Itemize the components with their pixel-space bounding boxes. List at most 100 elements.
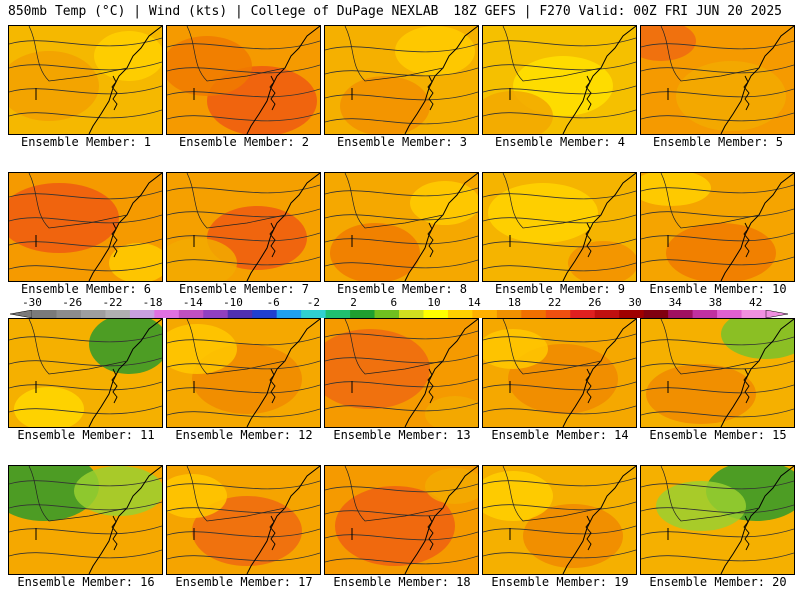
ensemble-member-map: [640, 25, 795, 135]
ensemble-member-map: [8, 318, 163, 428]
ensemble-member-map: [640, 318, 795, 428]
colorbar-swatch: [32, 310, 57, 318]
temperature-region: [483, 329, 548, 369]
height-contour: [641, 408, 794, 418]
temperature-region: [109, 243, 162, 281]
state-border: [502, 319, 602, 375]
chesapeake-bay: [743, 75, 750, 111]
height-contour: [325, 43, 478, 53]
temperature-region: [410, 181, 478, 225]
temperature-region: [395, 26, 475, 76]
colorbar-swatch: [374, 310, 400, 318]
temperature-region: [641, 173, 711, 206]
temperature-field: [641, 173, 794, 281]
height-contour: [9, 61, 162, 71]
temperature-field: [167, 319, 320, 427]
temperature-field: [325, 466, 478, 574]
temperature-region: [488, 183, 598, 243]
temperature-region: [646, 364, 756, 424]
ensemble-member-map: [166, 172, 321, 282]
ensemble-member-label: Ensemble Member: 6: [20, 282, 152, 296]
height-contour: [641, 64, 794, 74]
colorbar-left-arrow: [10, 310, 33, 318]
height-contour: [325, 67, 478, 77]
height-contour: [167, 360, 320, 370]
height-contour: [9, 37, 162, 47]
colorbar-swatch: [203, 310, 229, 318]
temperature-field: [9, 319, 162, 427]
height-contour: [9, 381, 162, 391]
temperature-field: [9, 466, 162, 574]
temperature-region: [167, 324, 237, 374]
coastline: [246, 173, 320, 281]
height-contour: [167, 528, 320, 538]
temperature-region: [721, 319, 794, 359]
ensemble-member-label: Ensemble Member: 8: [336, 282, 468, 296]
height-contour: [167, 112, 320, 122]
colorbar-swatch: [472, 310, 498, 318]
coastline: [246, 319, 320, 427]
ensemble-member-label: Ensemble Member: 5: [652, 135, 784, 149]
height-contour: [641, 184, 794, 194]
colorbar-swatch: [350, 310, 376, 318]
ensemble-member-map: [324, 465, 479, 575]
height-contour: [483, 238, 636, 248]
chesapeake-bay: [743, 515, 750, 551]
height-contour: [9, 85, 162, 95]
coastline: [720, 173, 794, 281]
temperature-region: [192, 496, 302, 566]
coastline: [562, 173, 636, 281]
height-contour: [483, 525, 636, 535]
height-contour: [483, 501, 636, 511]
temperature-field: [483, 26, 636, 134]
ensemble-member-label: Ensemble Member: 9: [494, 282, 626, 296]
coastline: [88, 319, 162, 427]
temperature-region: [167, 238, 237, 281]
temperature-region: [94, 31, 162, 81]
temperature-region: [325, 329, 430, 409]
colorbar-tick-label: -26: [62, 296, 83, 309]
ensemble-member-label: Ensemble Member: 2: [178, 135, 310, 149]
height-contour: [167, 208, 320, 218]
height-contour: [167, 336, 320, 346]
coastline: [246, 26, 320, 134]
colorbar-swatch: [668, 310, 694, 318]
height-contour: [9, 357, 162, 367]
colorbar-tick-label: -2: [306, 296, 321, 309]
temperature-field: [9, 173, 162, 281]
state-border: [660, 466, 760, 522]
height-contour: [483, 214, 636, 224]
height-contour: [483, 190, 636, 200]
height-contour: [325, 115, 478, 125]
coastline: [88, 466, 162, 574]
ensemble-member-map: [8, 172, 163, 282]
height-contour: [641, 88, 794, 98]
colorbar-tick-label: 2: [350, 296, 357, 309]
temperature-field: [483, 173, 636, 281]
ensemble-member-map: [166, 25, 321, 135]
ensemble-member-label: Ensemble Member: 13: [333, 428, 471, 442]
coastline: [562, 319, 636, 427]
chesapeake-bay: [269, 515, 276, 551]
ensemble-member-label: Ensemble Member: 1: [20, 135, 152, 149]
height-contour: [641, 40, 794, 50]
state-border: [186, 466, 286, 522]
coastline: [562, 466, 636, 574]
height-contour: [641, 384, 794, 394]
chesapeake-bay: [427, 222, 434, 258]
colorbar-swatch: [521, 310, 547, 318]
ensemble-member-map: [166, 465, 321, 575]
state-border: [28, 26, 128, 82]
temperature-colorbar: [10, 310, 788, 318]
height-contour: [167, 232, 320, 242]
temperature-field: [9, 26, 162, 134]
coastline: [404, 26, 478, 134]
coastline: [88, 173, 162, 281]
colorbar-swatch: [178, 310, 204, 318]
colorbar-tick-label: -10: [223, 296, 243, 309]
height-contour: [167, 408, 320, 418]
height-contour: [325, 91, 478, 101]
height-contour: [167, 384, 320, 394]
temperature-region: [523, 504, 623, 568]
temperature-field: [641, 466, 794, 574]
